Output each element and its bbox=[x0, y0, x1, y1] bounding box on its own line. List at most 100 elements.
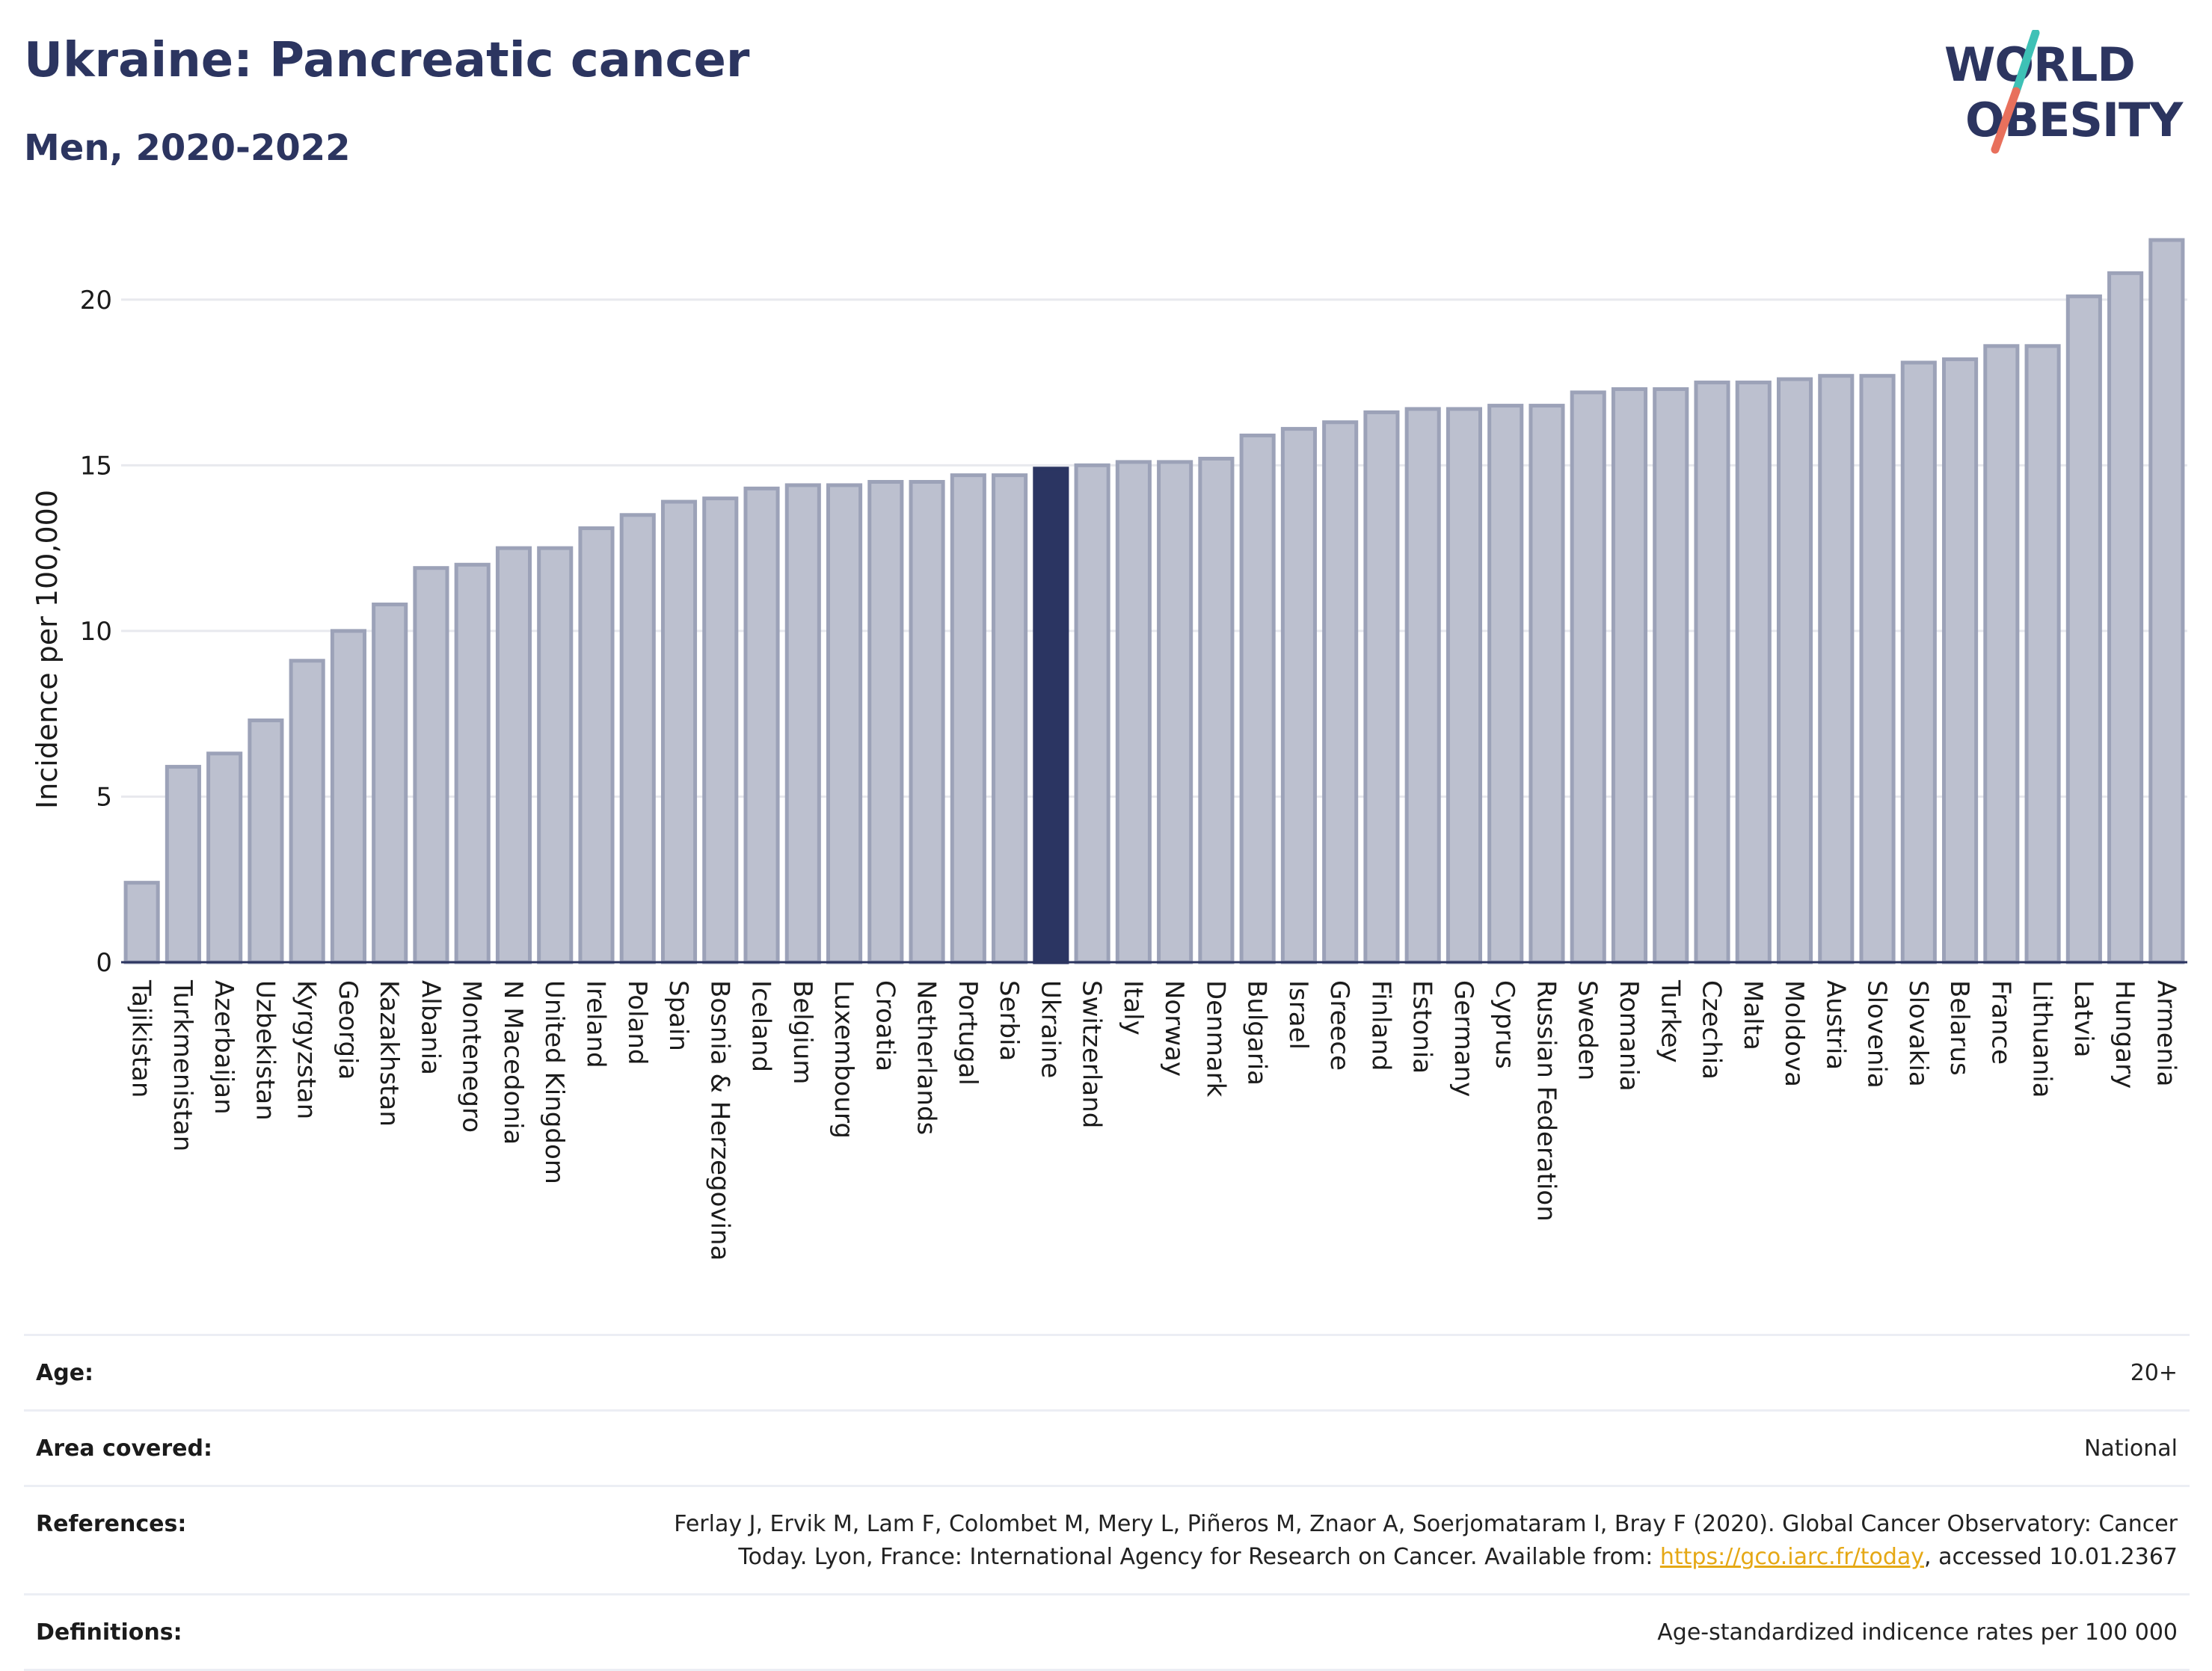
meta-row-age: Age: 20+ bbox=[24, 1334, 2190, 1409]
x-tick-label: Switzerland bbox=[1077, 980, 1107, 1128]
x-tick-label: Finland bbox=[1365, 980, 1395, 1071]
bar bbox=[992, 473, 1028, 964]
x-tick-label: Sweden bbox=[1573, 980, 1603, 1080]
x-tick-label: Montenegro bbox=[457, 980, 487, 1133]
logo-slash-coral bbox=[1991, 87, 2021, 154]
bar bbox=[1735, 381, 1772, 964]
bar-chart: 0 5 10 15 20 Tajikistan Turkmenistan Azerbaija… bbox=[31, 238, 2187, 1261]
x-tick-label: Belarus bbox=[1944, 980, 1974, 1076]
x-tick-label: Serbia bbox=[994, 980, 1024, 1061]
x-tick-label: Netherlands bbox=[912, 980, 941, 1135]
bar bbox=[1239, 433, 1276, 964]
bar bbox=[1942, 357, 1979, 964]
bar bbox=[950, 473, 986, 964]
bar bbox=[1611, 387, 1648, 964]
bar bbox=[1280, 427, 1317, 964]
x-tick-label: Czechia bbox=[1697, 980, 1727, 1080]
x-tick-label: Bulgaria bbox=[1242, 980, 1272, 1086]
world-obesity-logo: WORLD OBESITY bbox=[1944, 30, 2184, 154]
x-tick-label: Georgia bbox=[333, 980, 363, 1080]
meta-area-value: National bbox=[2083, 1435, 2178, 1462]
x-tick-label: Slovenia bbox=[1862, 980, 1892, 1089]
x-tick-label: Malta bbox=[1738, 980, 1768, 1050]
x-tick-label: Luxembourg bbox=[829, 980, 858, 1139]
x-tick-label: Tajikistan bbox=[126, 979, 156, 1098]
x-tick-label: Kazakhstan bbox=[374, 980, 404, 1127]
bar bbox=[1859, 374, 1896, 964]
bar bbox=[537, 546, 574, 964]
bar bbox=[909, 479, 945, 964]
x-tick-label: Estonia bbox=[1407, 980, 1437, 1074]
meta-definitions-value: Age-standardized indicence rates per 100… bbox=[1657, 1619, 2178, 1646]
x-tick-label: Germany bbox=[1448, 980, 1478, 1097]
bar bbox=[1776, 377, 1813, 964]
bar bbox=[495, 546, 532, 964]
bar bbox=[1900, 360, 1937, 964]
bar bbox=[1446, 407, 1483, 964]
x-tick-label: Iceland bbox=[746, 980, 776, 1072]
x-tick-label: Greece bbox=[1324, 980, 1354, 1071]
bar bbox=[248, 718, 284, 964]
bar bbox=[619, 513, 656, 964]
bar bbox=[578, 526, 615, 964]
bar bbox=[2065, 294, 2102, 964]
bar bbox=[1653, 387, 1689, 964]
x-axis-labels: Tajikistan Turkmenistan Azerbaijan Uzbekist… bbox=[126, 979, 2181, 1261]
bar bbox=[1818, 374, 1855, 964]
x-tick-label: Kyrgyzstan bbox=[292, 980, 322, 1119]
meta-row-area: Area covered: National bbox=[24, 1409, 2190, 1485]
y-axis-ticks: 0 5 10 15 20 bbox=[80, 286, 112, 978]
x-tick-label: Ireland bbox=[580, 980, 610, 1068]
references-link[interactable]: https://gco.iarc.fr/today bbox=[1659, 1544, 1925, 1570]
bar bbox=[372, 602, 408, 964]
x-tick-label: Azerbaijan bbox=[209, 980, 239, 1115]
x-tick-label: Romania bbox=[1614, 980, 1644, 1092]
x-tick-label: Hungary bbox=[2110, 980, 2139, 1089]
bar bbox=[784, 483, 821, 964]
meta-age-label: Age: bbox=[36, 1360, 94, 1386]
bar bbox=[1404, 407, 1441, 964]
x-tick-label: Poland bbox=[622, 980, 652, 1065]
bar bbox=[454, 562, 491, 964]
bar bbox=[1529, 404, 1565, 964]
bar bbox=[206, 751, 243, 964]
bar bbox=[1198, 456, 1235, 964]
bar bbox=[2107, 271, 2144, 964]
references-suffix: , accessed 10.01.2367 bbox=[1924, 1544, 2178, 1570]
x-tick-label: N Macedonia bbox=[498, 980, 528, 1145]
y-tick-label: 15 bbox=[80, 451, 112, 481]
meta-definitions-label: Definitions: bbox=[36, 1619, 182, 1646]
bar bbox=[289, 659, 325, 964]
y-tick-label: 20 bbox=[80, 286, 112, 316]
x-tick-label: Portugal bbox=[953, 980, 983, 1086]
x-tick-label: Cyprus bbox=[1490, 980, 1520, 1069]
x-tick-label: Uzbekistan bbox=[250, 980, 280, 1121]
y-tick-label: 10 bbox=[80, 617, 112, 647]
x-tick-label: Ukraine bbox=[1035, 980, 1065, 1078]
x-tick-label: Bosnia & Herzegovina bbox=[704, 980, 734, 1261]
x-tick-label: Turkey bbox=[1655, 979, 1685, 1063]
bar bbox=[867, 479, 904, 964]
x-tick-label: Croatia bbox=[870, 980, 900, 1071]
metadata-table: Age: 20+ Area covered: National Referenc… bbox=[24, 1334, 2190, 1671]
x-tick-label: Turkmenistan bbox=[168, 979, 197, 1151]
bar bbox=[660, 499, 698, 964]
bar bbox=[1074, 463, 1110, 964]
chart-subtitle: Men, 2020-2022 bbox=[24, 127, 351, 169]
meta-row-references: References: Ferlay J, Ervik M, Lam F, Co… bbox=[24, 1485, 2190, 1593]
bar bbox=[413, 566, 449, 964]
x-tick-label: Belgium bbox=[787, 980, 817, 1084]
bar bbox=[702, 496, 739, 964]
meta-references-value: Ferlay J, Ervik M, Lam F, Colombet M, Me… bbox=[607, 1508, 2178, 1574]
bar bbox=[1322, 420, 1359, 964]
x-tick-label: Albania bbox=[415, 980, 445, 1075]
x-tick-label: Armenia bbox=[2151, 980, 2181, 1087]
meta-area-label: Area covered: bbox=[36, 1435, 212, 1462]
x-tick-label: Moldova bbox=[1779, 980, 1809, 1087]
bar bbox=[1570, 390, 1606, 964]
bar-highlight bbox=[1033, 467, 1069, 964]
x-tick-label: Italy bbox=[1118, 980, 1148, 1035]
bar bbox=[165, 765, 201, 964]
x-tick-label: Lithuania bbox=[2027, 980, 2057, 1098]
y-tick-label: 5 bbox=[96, 782, 112, 812]
